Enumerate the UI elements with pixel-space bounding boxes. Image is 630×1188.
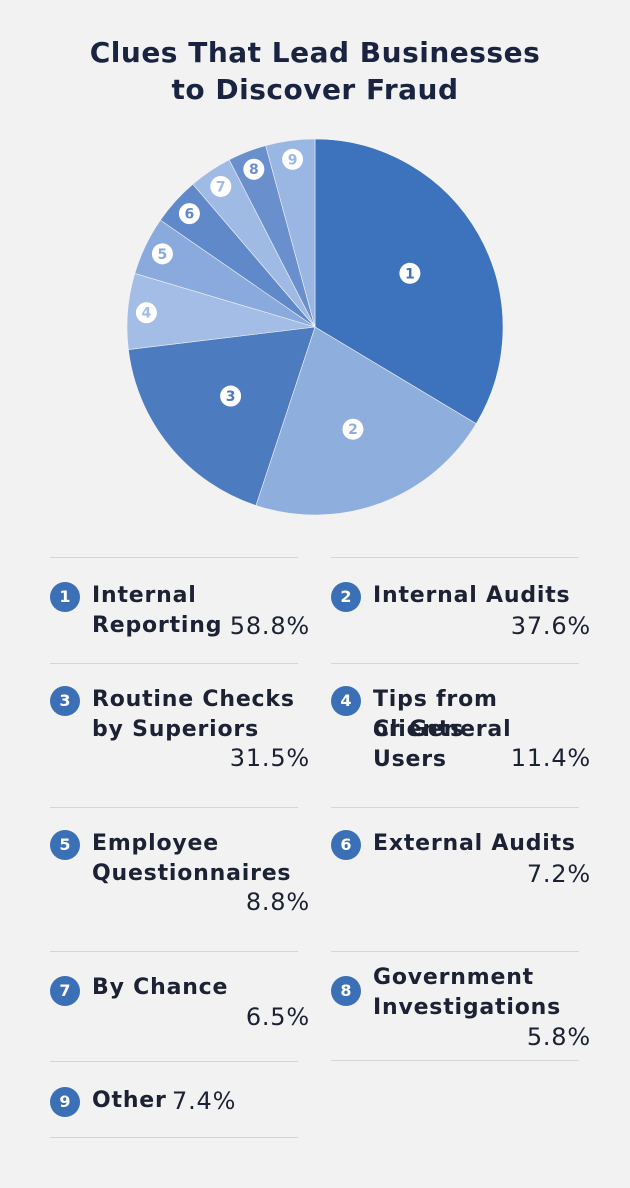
legend-divider-right-bottom [331,1060,579,1061]
legend-label-5-line-1: Employee [92,831,219,856]
legend-label-5-line-2: Questionnaires [92,861,292,886]
svg-text:7: 7 [216,179,226,195]
legend-badge-8: 8 [331,976,361,1006]
legend-value-6: 7.2% [526,860,591,888]
legend-label-2-line-1: Internal Audits [373,583,571,608]
pie-label-3: 3 [220,385,242,407]
svg-text:3: 3 [226,389,236,405]
legend-item-7: 7 By Chance 6.5% [50,951,309,1062]
svg-text:8: 8 [249,162,259,178]
legend-label-7-line-1: By Chance [92,975,229,1000]
chart-title: Clues That Lead Businesses to Discover F… [0,34,630,108]
pie-label-9: 9 [282,148,304,170]
legend-label-1-line-1: Internal [92,583,197,608]
pie-label-1: 1 [399,262,421,284]
legend-label-3-line-1: Routine Checks [92,687,295,712]
chart-title-line-2: to Discover Fraud [171,73,459,106]
pie-slice-3 [128,326,316,506]
legend-item-2: 2 Internal Audits 37.6% [331,557,590,664]
legend-badge-6: 6 [331,830,361,860]
legend-value-9: 7.4% [172,1087,237,1115]
legend-badge-4: 4 [331,686,361,716]
legend-item-1: 1 Internal Reporting 58.8% [50,557,309,664]
legend-label-1-line-2: Reporting [92,613,223,638]
svg-text:2: 2 [348,422,358,438]
legend-label-4-line-2: or General Users [373,717,512,772]
pie-label-7: 7 [210,175,232,197]
pie-label-6: 6 [178,203,200,225]
pie-label-2: 2 [342,418,364,440]
pie-label-8: 8 [243,158,265,180]
legend-item-4: 4 Tips from Clients or General Users 11.… [331,663,590,808]
legend-badge-2: 2 [331,582,361,612]
legend-item-9: 9 Other 7.4% [50,1061,298,1138]
legend-value-3: 31.5% [229,744,310,772]
legend-value-5: 8.8% [245,888,310,916]
svg-text:1: 1 [405,266,415,282]
svg-text:6: 6 [185,207,195,223]
pie-chart: 1 2 3 4 5 6 7 8 9 [126,138,504,516]
svg-text:5: 5 [158,247,168,263]
legend-divider-left-bottom [50,1137,298,1138]
legend-value-4: 11.4% [510,744,591,772]
legend-label-6-line-1: External Audits [373,831,576,856]
legend-item-6: 6 External Audits 7.2% [331,807,590,952]
legend-value-8: 5.8% [526,1023,591,1051]
legend-badge-5: 5 [50,830,80,860]
pie-slice-9 [265,138,316,328]
legend-label-9-line-1: Other [92,1088,167,1113]
legend-badge-7: 7 [50,976,80,1006]
legend-item-8: 8 Government Investigations 5.8% [331,951,590,1062]
svg-text:4: 4 [142,306,152,322]
legend-label-8-line-2: Investigations [373,995,561,1020]
legend-badge-1: 1 [50,582,80,612]
pie-label-5: 5 [151,243,173,265]
legend-item-3: 3 Routine Checks by Superiors 31.5% [50,663,309,808]
legend-item-5: 5 Employee Questionnaires 8.8% [50,807,309,952]
chart-title-line-1: Clues That Lead Businesses [89,36,541,69]
legend-badge-3: 3 [50,686,80,716]
legend-label-4-line-1: Tips from Clients [373,687,498,742]
svg-text:9: 9 [288,152,298,168]
legend-label-8-line-1: Government [373,965,534,990]
legend-value-7: 6.5% [245,1003,310,1031]
pie-slice-2 [255,326,477,516]
pie-label-4: 4 [135,302,157,324]
legend-label-3-line-2: by Superiors [92,717,259,742]
legend-badge-9: 9 [50,1087,80,1117]
legend-value-2: 37.6% [510,612,591,640]
legend-value-1: 58.8% [229,612,310,640]
